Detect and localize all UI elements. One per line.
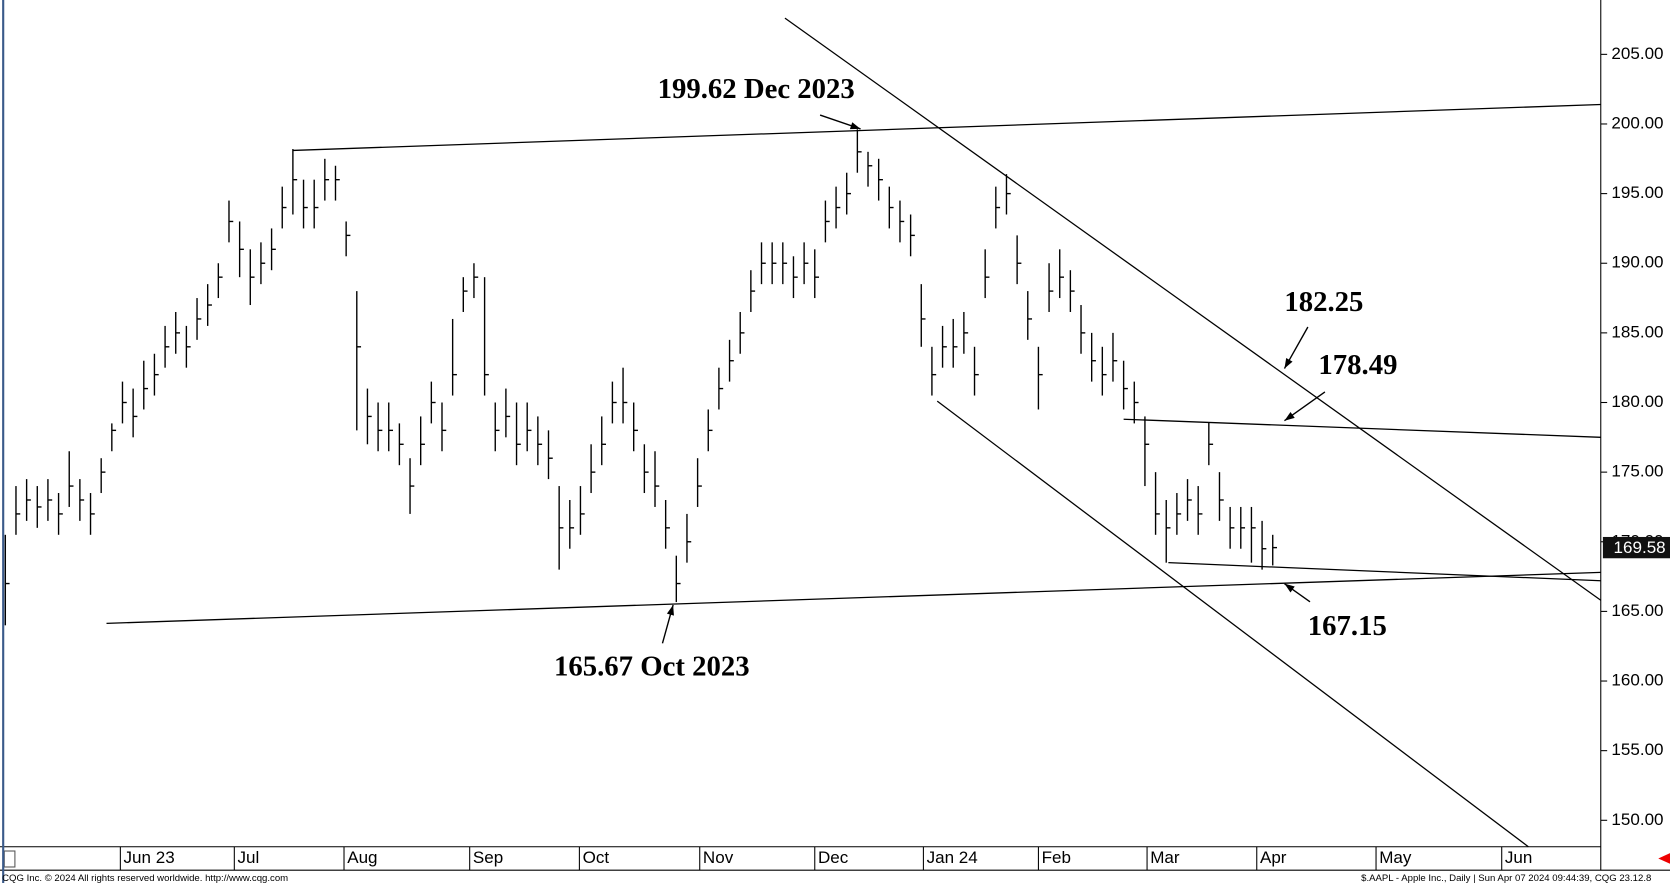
scroll-arrow[interactable]	[1658, 853, 1670, 864]
trendline	[1123, 418, 1601, 438]
arrow-head	[1284, 583, 1295, 593]
trendline	[106, 571, 1601, 625]
x-tick-label: Dec	[818, 848, 849, 867]
y-tick-label: 205.00	[1611, 44, 1663, 63]
x-tick-label: May	[1379, 848, 1412, 867]
y-tick-label: 165.00	[1611, 601, 1663, 620]
y-tick-label: 175.00	[1611, 462, 1663, 481]
arrow-head	[666, 604, 674, 616]
trendline	[936, 400, 1529, 848]
y-tick-label: 160.00	[1611, 671, 1663, 690]
x-tick-label: Feb	[1042, 848, 1071, 867]
annotation: 182.25	[1284, 286, 1363, 318]
y-tick-label: 155.00	[1611, 740, 1663, 759]
annotation: 165.67 Oct 2023	[554, 650, 750, 682]
annotation: 178.49	[1318, 349, 1397, 381]
x-tick-label: Jan 24	[927, 848, 978, 867]
x-tick-label: Jul	[238, 848, 260, 867]
y-tick-label: 195.00	[1611, 183, 1663, 202]
y-tick-label: 185.00	[1611, 322, 1663, 341]
x-tick-label: Sep	[473, 848, 503, 867]
x-tick-label: Apr	[1260, 848, 1287, 867]
x-tick-label: Aug	[347, 848, 377, 867]
footer-right: $.AAPL - Apple Inc., Daily | Sun Apr 07 …	[1361, 873, 1651, 883]
trendline	[784, 17, 1602, 601]
y-tick-label: 200.00	[1611, 113, 1663, 132]
x-tick-label: Jun	[1505, 848, 1532, 867]
y-tick-label: 180.00	[1611, 392, 1663, 411]
annotation: 199.62 Dec 2023	[658, 73, 855, 105]
y-tick-label: 150.00	[1611, 810, 1663, 829]
trendline	[292, 103, 1601, 152]
arrow-head	[1284, 411, 1295, 421]
x-tick-label: Jun 23	[124, 848, 175, 867]
last-price-label: 169.58	[1614, 538, 1666, 557]
footer-left: CQG Inc. © 2024 All rights reserved worl…	[2, 873, 288, 883]
last-price-box	[1602, 536, 1670, 559]
annotation: 167.15	[1308, 610, 1387, 642]
x-tick-label: Mar	[1150, 848, 1180, 867]
arrow-head	[849, 122, 861, 130]
scroll-box[interactable]	[3, 850, 16, 868]
y-tick-label: 190.00	[1611, 253, 1663, 272]
x-tick-label: Oct	[583, 848, 610, 867]
arrow-head	[1284, 358, 1293, 369]
x-tick-label: Nov	[703, 848, 734, 867]
trendline	[1168, 562, 1601, 582]
